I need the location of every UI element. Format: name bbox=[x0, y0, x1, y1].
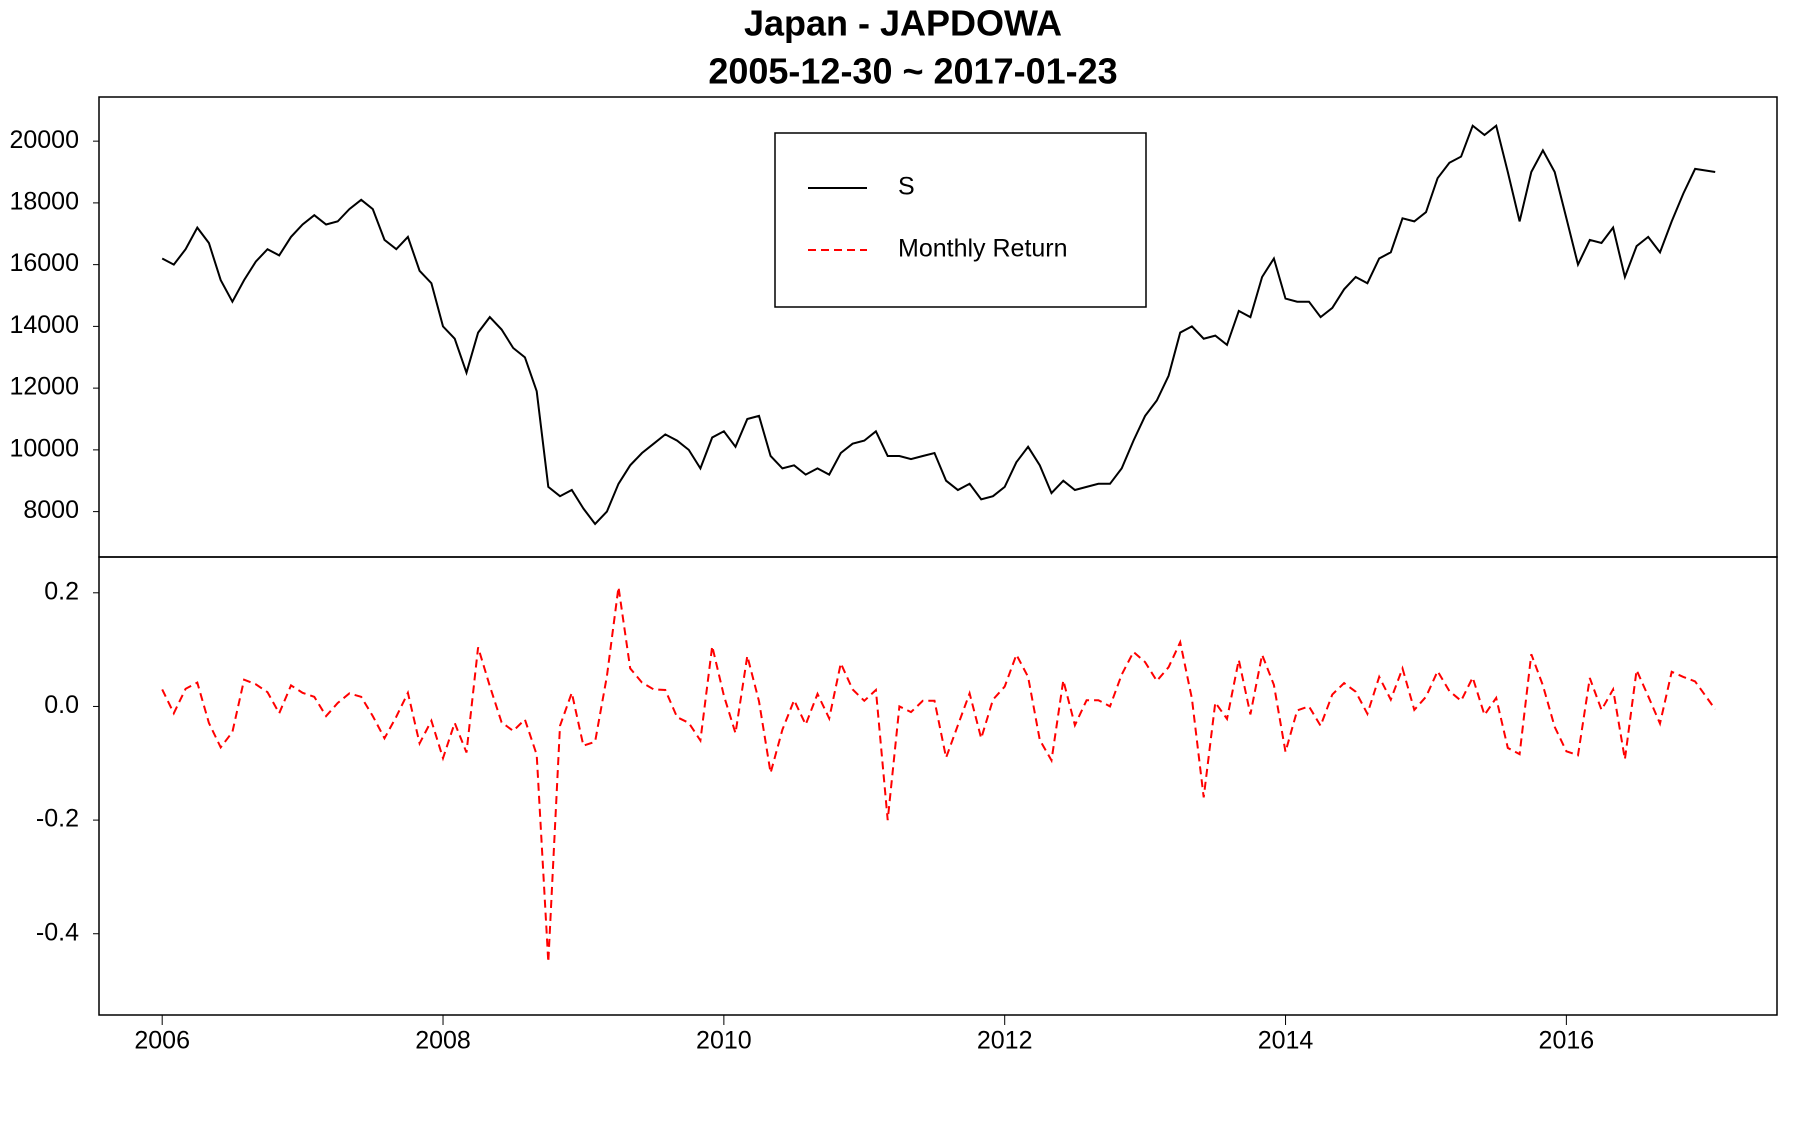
plot-frame bbox=[98, 556, 1778, 1016]
y-tick-label: 18000 bbox=[9, 188, 79, 216]
chart-subtitle: 2005-12-30 ~ 2017-01-23 bbox=[708, 51, 1117, 92]
legend-label: Monthly Return bbox=[898, 235, 1068, 263]
legend-label: S bbox=[898, 173, 915, 201]
y-tick-label: 14000 bbox=[9, 311, 79, 339]
data-line bbox=[161, 586, 1717, 963]
y-tick-label: 0.2 bbox=[44, 577, 79, 605]
y-tick-label: 12000 bbox=[9, 373, 79, 401]
x-tick-label: 2016 bbox=[1539, 1027, 1595, 1055]
y-tick-label: 20000 bbox=[9, 126, 79, 154]
y-tick-label: -0.4 bbox=[36, 918, 79, 946]
y-tick-label: 8000 bbox=[23, 496, 79, 524]
chart-title: Japan - JAPDOWA bbox=[744, 3, 1062, 44]
x-tick-label: 2008 bbox=[415, 1027, 471, 1055]
data-line bbox=[161, 123, 1716, 526]
legend-box bbox=[774, 132, 1147, 308]
x-tick-label: 2014 bbox=[1258, 1027, 1314, 1055]
x-tick-label: 2010 bbox=[696, 1027, 752, 1055]
y-tick-label: 10000 bbox=[9, 434, 79, 462]
x-tick-label: 2012 bbox=[977, 1027, 1033, 1055]
y-tick-label: -0.2 bbox=[36, 805, 79, 833]
y-tick-label: 16000 bbox=[9, 249, 79, 277]
y-tick-label: 0.0 bbox=[44, 691, 79, 719]
x-tick-label: 2006 bbox=[134, 1027, 190, 1055]
